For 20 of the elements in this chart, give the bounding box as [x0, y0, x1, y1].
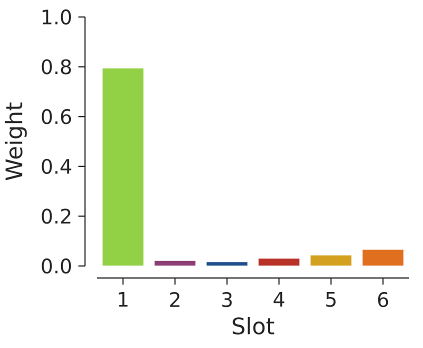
x-tick-label: 6 [378, 292, 388, 308]
y-tick-label: 1.0 [42, 9, 71, 25]
y-axis-title: Weight [4, 102, 27, 180]
x-tick-label: 2 [170, 292, 180, 307]
x-tick-label: 3 [222, 292, 232, 308]
bar [310, 254, 352, 266]
x-tick-label: 1 [118, 292, 128, 307]
y-tick-label: 0.6 [42, 109, 72, 124]
y-tick-label: 0.4 [42, 158, 72, 174]
x-axis-title: Slot [232, 316, 274, 335]
bar [206, 261, 248, 266]
y-tick-label: 0.8 [42, 59, 71, 74]
bar [258, 258, 300, 266]
x-tick-label: 5 [326, 292, 336, 307]
y-tick-label: 0.0 [42, 258, 71, 274]
bar [362, 248, 404, 266]
bar [102, 68, 144, 266]
bar [154, 260, 196, 266]
y-tick-label: 0.2 [42, 208, 70, 224]
x-tick-label: 4 [274, 292, 284, 307]
